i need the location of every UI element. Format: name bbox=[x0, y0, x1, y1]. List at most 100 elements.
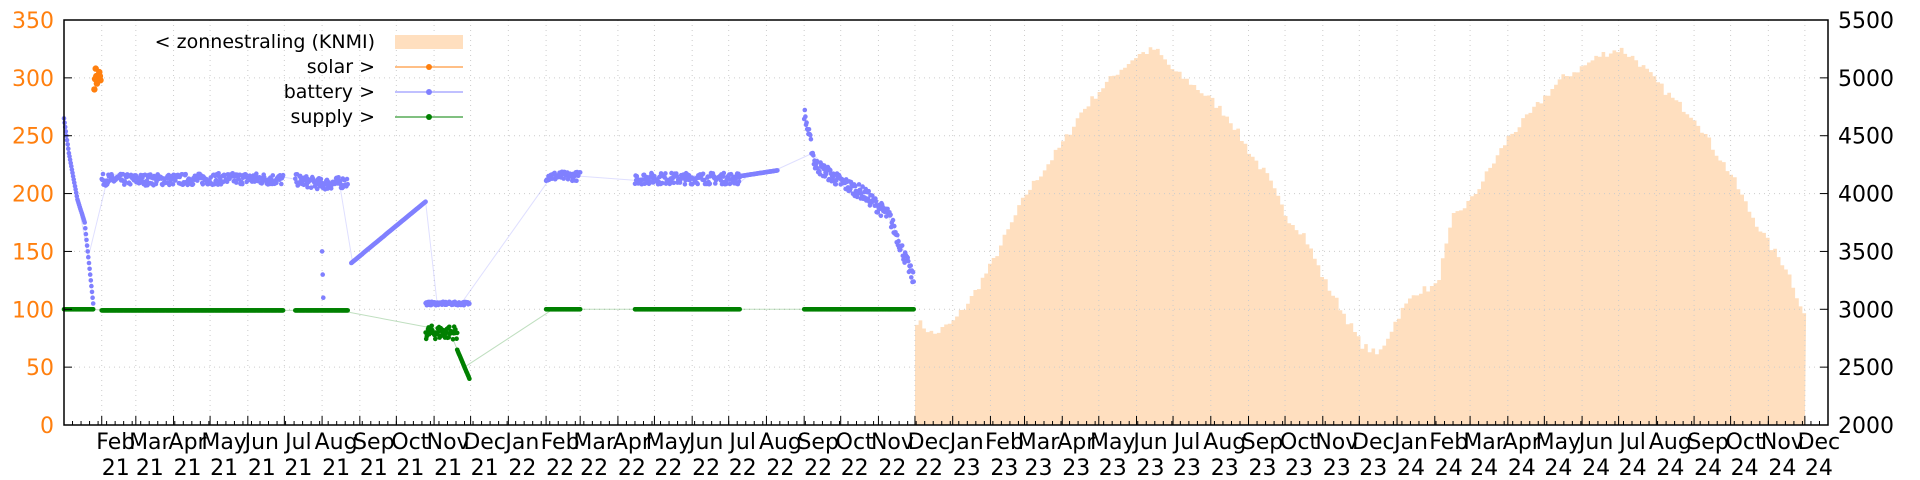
data-point bbox=[142, 172, 148, 178]
y-right-tick-label: 3000 bbox=[1838, 298, 1894, 323]
data-point bbox=[345, 308, 351, 313]
x-tick-label-month: Aug bbox=[1649, 430, 1692, 455]
data-point bbox=[122, 179, 128, 184]
data-point bbox=[467, 301, 472, 306]
data-point bbox=[663, 171, 668, 176]
x-tick-label-month: Apr bbox=[1503, 430, 1542, 455]
x-tick-label-month: May bbox=[1090, 430, 1135, 455]
x-tick-label-month: Jan bbox=[948, 430, 984, 455]
y-right-tick-label: 4000 bbox=[1838, 183, 1894, 208]
data-point bbox=[884, 214, 889, 219]
x-tick-label-month: Mar bbox=[1463, 430, 1505, 455]
x-tick-label-month: Jan bbox=[1392, 430, 1428, 455]
data-point bbox=[822, 163, 827, 168]
data-point bbox=[892, 223, 897, 229]
x-tick-label-month: Mar bbox=[129, 430, 171, 455]
y-left-tick-label: 250 bbox=[12, 125, 54, 150]
data-point bbox=[888, 212, 893, 218]
x-tick-label-year: 24 bbox=[1470, 456, 1498, 480]
x-tick-label-year: 22 bbox=[729, 456, 757, 480]
x-tick-label-month: Jul bbox=[283, 430, 312, 455]
data-point bbox=[90, 295, 95, 301]
legend-label: supply > bbox=[290, 106, 375, 128]
data-point bbox=[86, 260, 92, 266]
x-tick-label-year: 23 bbox=[1062, 456, 1090, 480]
x-tick-label-month: Jul bbox=[727, 430, 756, 455]
x-tick-label-month: May bbox=[1536, 430, 1581, 455]
data-point bbox=[82, 220, 87, 225]
data-point bbox=[86, 254, 91, 260]
grid-layer bbox=[64, 20, 1828, 425]
data-point bbox=[65, 142, 70, 147]
x-tick-label-year: 22 bbox=[692, 456, 720, 480]
data-point bbox=[896, 238, 901, 244]
x-tick-label-year: 23 bbox=[1285, 456, 1313, 480]
data-point bbox=[853, 183, 858, 189]
data-point bbox=[237, 172, 243, 178]
data-point bbox=[450, 337, 456, 342]
data-point bbox=[895, 232, 900, 238]
x-tick-label-year: 21 bbox=[248, 456, 276, 480]
y-right-tick-label: 5000 bbox=[1838, 67, 1894, 92]
x-tick-label-year: 21 bbox=[434, 456, 462, 480]
x-tick-label-year: 21 bbox=[396, 456, 424, 480]
x-tick-label-year: 23 bbox=[1323, 456, 1351, 480]
data-point bbox=[293, 176, 298, 182]
x-tick-label-year: 22 bbox=[508, 456, 536, 480]
data-point bbox=[344, 176, 350, 182]
area-layer bbox=[915, 47, 1807, 426]
x-tick-label-year: 24 bbox=[1619, 456, 1647, 480]
x-tick-label-month: Mar bbox=[1018, 430, 1060, 455]
y-left-tick-label: 100 bbox=[12, 298, 54, 323]
x-tick-label-year: 23 bbox=[1099, 456, 1127, 480]
data-point bbox=[857, 187, 863, 193]
data-point bbox=[91, 86, 98, 93]
x-tick-label-month: Oct bbox=[1726, 430, 1764, 455]
data-point bbox=[814, 158, 820, 164]
series-line bbox=[63, 118, 910, 304]
legend-label: solar > bbox=[307, 56, 375, 78]
x-tick-label-year: 22 bbox=[841, 456, 869, 480]
data-point bbox=[828, 167, 833, 173]
x-tick-label-month: Nov bbox=[427, 430, 470, 455]
x-tick-label-year: 21 bbox=[360, 456, 388, 480]
data-point bbox=[718, 178, 724, 183]
y-left-tick-label: 300 bbox=[12, 67, 54, 92]
data-point bbox=[574, 178, 579, 183]
legend: < zonnestraling (KNMI) solar > battery > su… bbox=[155, 31, 463, 128]
data-point bbox=[73, 190, 79, 195]
x-tick-label-year: 24 bbox=[1508, 456, 1536, 480]
x-tick-label-month: Dec bbox=[1352, 430, 1395, 455]
data-point bbox=[84, 237, 89, 243]
data-point bbox=[270, 173, 276, 178]
data-point bbox=[454, 330, 460, 336]
x-tick-label-year: 24 bbox=[1397, 456, 1425, 480]
data-point bbox=[100, 171, 106, 177]
legend-marker bbox=[426, 114, 432, 120]
data-point bbox=[856, 182, 862, 187]
data-point bbox=[90, 301, 96, 306]
data-point bbox=[436, 329, 441, 335]
x-tick-label-month: Oct bbox=[836, 430, 874, 455]
data-point bbox=[85, 249, 90, 254]
data-point bbox=[64, 137, 70, 143]
data-point bbox=[802, 107, 808, 113]
x-tick-label-year: 21 bbox=[174, 456, 202, 480]
data-point bbox=[83, 226, 88, 231]
x-tick-label-month: Sep bbox=[1687, 430, 1728, 455]
data-point bbox=[911, 307, 916, 312]
y-left-tick-label: 200 bbox=[12, 183, 54, 208]
data-point bbox=[305, 184, 310, 190]
x-tick-label-month: Feb bbox=[96, 430, 135, 455]
x-tick-label-year: 22 bbox=[654, 456, 682, 480]
data-point bbox=[724, 181, 729, 187]
data-point bbox=[833, 182, 839, 187]
data-point bbox=[908, 263, 913, 268]
data-point bbox=[345, 181, 351, 187]
data-point bbox=[183, 171, 188, 177]
legend-label: < zonnestraling (KNMI) bbox=[155, 31, 375, 53]
legend-marker bbox=[426, 89, 432, 95]
y-right-tick-label: 4500 bbox=[1838, 125, 1894, 150]
x-tick-label-month: Sep bbox=[353, 430, 394, 455]
